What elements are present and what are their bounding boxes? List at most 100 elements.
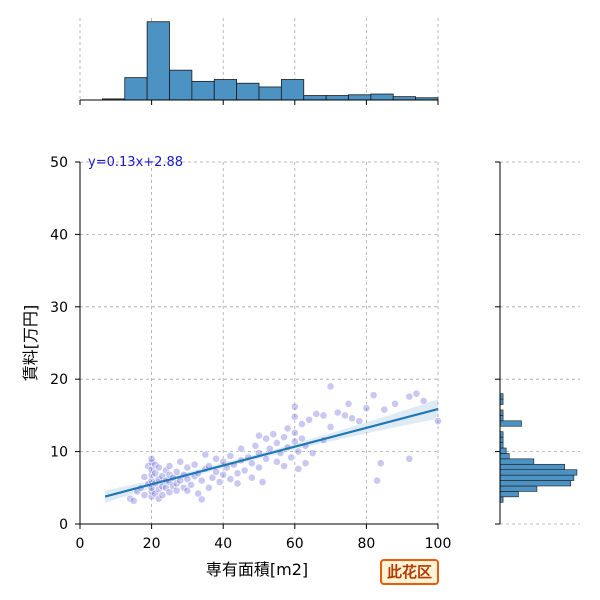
y-tick-label: 50 xyxy=(50,155,68,171)
scatter-point xyxy=(208,473,217,482)
x-axis-label: 専有面積[m2] xyxy=(206,560,308,579)
scatter-points xyxy=(126,382,442,505)
scatter-point xyxy=(355,417,364,426)
top-histogram-bar xyxy=(169,69,193,101)
scatter-point xyxy=(405,392,414,401)
scatter-point xyxy=(201,450,210,459)
top-histogram-bar xyxy=(370,93,394,101)
right-histogram-bar xyxy=(499,458,535,465)
scatter-point xyxy=(204,483,213,492)
scatter-point xyxy=(226,452,235,460)
top-histogram-bar xyxy=(146,21,170,101)
right-histogram-bar xyxy=(499,447,507,454)
scatter-point xyxy=(197,476,206,485)
scatter-point xyxy=(348,414,356,423)
scatter-point xyxy=(269,430,278,439)
scatter-point xyxy=(237,444,245,453)
top-histogram-bar xyxy=(303,95,327,101)
scatter-point xyxy=(226,475,235,484)
scatter-point xyxy=(140,473,149,481)
scatter-point xyxy=(326,423,335,431)
scatter-point xyxy=(434,417,442,426)
scatter-point xyxy=(341,411,349,420)
y-tick-label: 0 xyxy=(59,517,68,533)
scatter-point xyxy=(369,391,378,400)
scatter-point xyxy=(233,479,242,488)
scatter-point xyxy=(194,489,203,498)
regression-line-group xyxy=(104,407,439,498)
x-tick-label: 100 xyxy=(425,536,452,552)
y-tick-label: 20 xyxy=(50,372,68,388)
area-badge: 此花区 xyxy=(380,559,440,585)
scatter-point xyxy=(255,431,263,440)
top-histogram-bar xyxy=(348,94,372,101)
scatter-point xyxy=(373,476,382,485)
right-histogram-bar xyxy=(499,469,578,476)
top-histogram-bar xyxy=(325,95,349,101)
scatter-point xyxy=(215,478,224,486)
scatter-point xyxy=(183,486,192,495)
scatter-point xyxy=(412,389,421,398)
scatter-point xyxy=(391,399,399,408)
top-histogram-bar xyxy=(191,80,215,101)
scatter-point xyxy=(183,463,192,472)
x-tick-label: 0 xyxy=(76,536,85,552)
right-histogram-bars xyxy=(499,393,578,503)
y-tick-label: 10 xyxy=(50,445,68,461)
scatter-plot: 0 20 40 60 80 100 0 10 20 30 40 50 y=0.13x+2.88 専有… xyxy=(21,155,451,579)
scatter-point xyxy=(287,453,296,462)
scatter-point xyxy=(262,434,271,443)
scatter-point xyxy=(172,486,181,495)
scatter-point xyxy=(158,491,167,499)
scatter-point xyxy=(376,459,385,468)
top-histogram-bar xyxy=(213,79,238,101)
right-histogram-bar xyxy=(499,480,572,487)
scatter-point xyxy=(140,491,149,499)
x-tick-label: 60 xyxy=(286,536,304,552)
scatter-point xyxy=(147,454,156,463)
scatter-point xyxy=(172,467,181,476)
x-tick-label: 20 xyxy=(143,536,161,552)
scatter-point xyxy=(176,457,185,466)
regression-confidence-band xyxy=(105,399,438,503)
scatter-point xyxy=(187,481,195,489)
scatter-point xyxy=(294,465,303,473)
x-axis-ticks: 0 20 40 60 80 100 xyxy=(76,524,452,552)
regression-line xyxy=(104,407,439,498)
right-marginal-histogram xyxy=(495,161,580,525)
scatter-point xyxy=(219,470,228,479)
scatter-point xyxy=(247,459,256,468)
scatter-point xyxy=(305,415,314,424)
scatter-point xyxy=(380,405,389,414)
scatter-point xyxy=(290,412,299,421)
scatter-point xyxy=(272,457,281,466)
scatter-point xyxy=(255,463,263,472)
scatter-point xyxy=(308,449,317,457)
scatter-point xyxy=(258,478,267,486)
top-histogram-bar xyxy=(258,86,282,101)
top-histogram-bars xyxy=(101,21,439,101)
scatter-point xyxy=(129,496,138,505)
scatter-point xyxy=(280,462,288,470)
scatter-point xyxy=(290,402,299,411)
scatter-point xyxy=(326,382,335,391)
scatter-point xyxy=(312,410,321,418)
right-histogram-bar xyxy=(499,474,575,481)
scatter-point xyxy=(272,439,281,447)
confidence-band xyxy=(105,399,438,503)
scatter-point xyxy=(294,447,303,456)
scatter-point xyxy=(419,397,428,405)
scatter-point xyxy=(290,437,299,446)
regression-equation: y=0.13x+2.88 xyxy=(88,155,183,170)
top-histogram-ticks xyxy=(79,100,439,105)
right-histogram-bar xyxy=(499,485,538,492)
right-histogram-bar xyxy=(499,420,522,427)
scatter-point xyxy=(190,460,199,469)
top-histogram-bar xyxy=(280,79,305,101)
scatter-point xyxy=(251,441,260,450)
top-marginal-histogram xyxy=(79,18,439,105)
scatter-point xyxy=(405,454,414,463)
scatter-point xyxy=(319,411,328,420)
x-tick-label: 80 xyxy=(357,536,375,552)
